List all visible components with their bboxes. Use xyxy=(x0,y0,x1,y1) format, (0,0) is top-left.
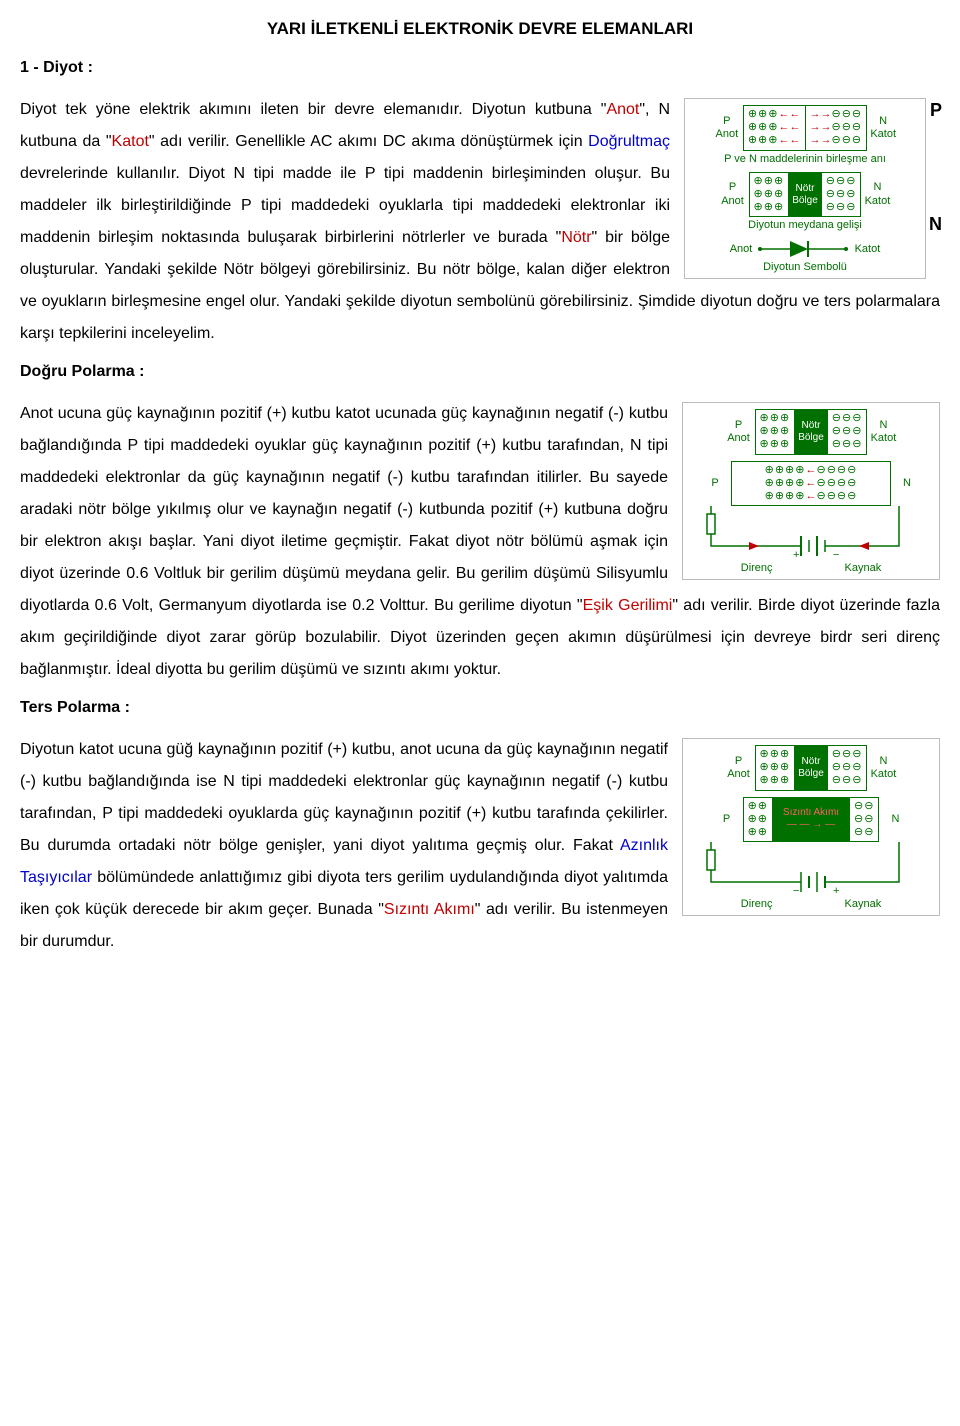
svg-text:−: − xyxy=(833,549,839,558)
figure-reverse-bias: PAnot ⊕⊕⊕⊕⊕⊕⊕⊕⊕ NötrBölge ⊖⊖⊖⊖⊖⊖⊖⊖⊖ NKat… xyxy=(682,738,940,916)
fig1-caption2: Diyotun meydana gelişi xyxy=(691,219,919,232)
heading-dogru-polarma: Doğru Polarma : xyxy=(20,356,940,388)
page-title: YARI İLETKENLİ ELEKTRONİK DEVRE ELEMANLA… xyxy=(20,12,940,46)
external-label-N: N xyxy=(929,206,942,242)
external-label-P: P xyxy=(930,92,942,128)
heading-ters-polarma: Ters Polarma : xyxy=(20,692,940,724)
heading-diyot: 1 - Diyot : xyxy=(20,52,940,84)
svg-text:−: − xyxy=(793,885,799,894)
figure-forward-bias: PAnot ⊕⊕⊕⊕⊕⊕⊕⊕⊕ NötrBölge ⊖⊖⊖⊖⊖⊖⊖⊖⊖ NKat… xyxy=(682,402,940,580)
svg-text:+: + xyxy=(833,885,839,894)
figure-diode-intro: P N PAnot ⊕⊕⊕←←⊕⊕⊕←←⊕⊕⊕←← →→⊖⊖⊖→→⊖⊖⊖→→⊖⊖… xyxy=(684,98,940,279)
fig1-caption3: Diyotun Sembolü xyxy=(691,261,919,274)
fig1-caption1: P ve N maddelerinin birleşme anı xyxy=(691,153,919,166)
diode-symbol-icon xyxy=(758,239,848,259)
svg-text:+: + xyxy=(793,549,799,558)
reverse-bias-circuit-icon: − + xyxy=(689,842,921,894)
forward-bias-circuit-icon: + − xyxy=(689,506,921,558)
